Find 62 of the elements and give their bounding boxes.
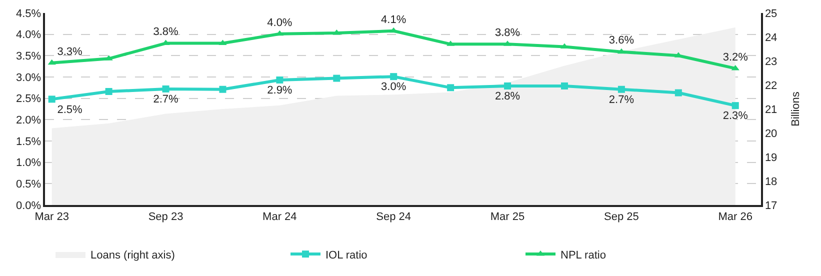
point: [105, 88, 112, 96]
x-tick-label: Mar 23: [34, 210, 69, 223]
point: [333, 74, 340, 82]
y2-tick-label: 17: [764, 200, 778, 212]
y2-tick-label: 23: [764, 56, 778, 68]
data-label: 3.2%: [722, 51, 748, 64]
point: [218, 40, 227, 46]
x-tick-label: Mar 24: [262, 210, 297, 223]
y-tick-label: 0.0%: [16, 200, 42, 212]
y-tick-label: 1.0%: [16, 157, 42, 170]
y2-tick-label: 20: [764, 128, 778, 140]
point: [219, 86, 226, 93]
point: [732, 102, 739, 110]
y-tick-label: 4.0%: [16, 29, 42, 42]
data-label: 4.1%: [381, 14, 406, 26]
point: [48, 59, 56, 65]
point: [447, 84, 454, 92]
point: [390, 73, 398, 80]
x-tick-label: Mar 25: [490, 210, 525, 223]
data-label: 2.3%: [722, 110, 748, 122]
legend-label: IOL ratio: [326, 249, 368, 262]
y2-tick-label: 21: [764, 104, 778, 116]
data-label: 2.9%: [267, 84, 292, 97]
y-tick-label: 2.5%: [16, 93, 42, 106]
data-label: 3.8%: [494, 27, 520, 40]
point: [504, 82, 512, 90]
y-tick-label: 3.0%: [16, 72, 42, 84]
point: [560, 82, 568, 90]
point: [48, 96, 56, 103]
y2-tick-label: 18: [764, 176, 778, 188]
point: [276, 30, 284, 36]
point: [618, 86, 625, 93]
y-tick-label: 3.5%: [16, 50, 42, 63]
legend-label: Loans (right axis): [90, 249, 175, 262]
data-label: 3.6%: [608, 34, 634, 47]
x-tick-label: Sep 25: [604, 210, 639, 223]
x-tick-label: Sep 24: [376, 210, 412, 223]
y-tick-label: 4.5%: [16, 8, 42, 20]
data-label: 3.3%: [57, 46, 83, 58]
y2-tick-label: 22: [764, 80, 778, 92]
data-label: 2.5%: [57, 104, 83, 116]
y2-tick-label: 19: [764, 152, 778, 164]
data-label: 2.7%: [153, 94, 179, 106]
y-tick-label: 0.5%: [16, 178, 42, 191]
data-label: 4.0%: [267, 16, 292, 29]
y2-axis-title: Billions: [790, 91, 802, 126]
point: [674, 89, 682, 96]
data-label: 3.8%: [153, 26, 179, 38]
y2-tick-label: 24: [764, 32, 778, 44]
x-tick-label: Mar 26: [718, 210, 752, 223]
point: [276, 76, 284, 84]
point: [162, 85, 170, 92]
legend-label: NPL ratio: [560, 249, 606, 262]
data-label: 2.7%: [608, 94, 634, 106]
point: [731, 64, 740, 70]
data-label: 2.8%: [494, 90, 520, 103]
y-tick-label: 1.5%: [16, 136, 42, 148]
point: [617, 48, 626, 54]
y-tick-label: 2.0%: [16, 114, 42, 127]
y2-tick-label: 25: [764, 8, 778, 20]
x-tick-label: Sep 23: [148, 210, 184, 223]
data-label: 3.0%: [381, 81, 406, 94]
